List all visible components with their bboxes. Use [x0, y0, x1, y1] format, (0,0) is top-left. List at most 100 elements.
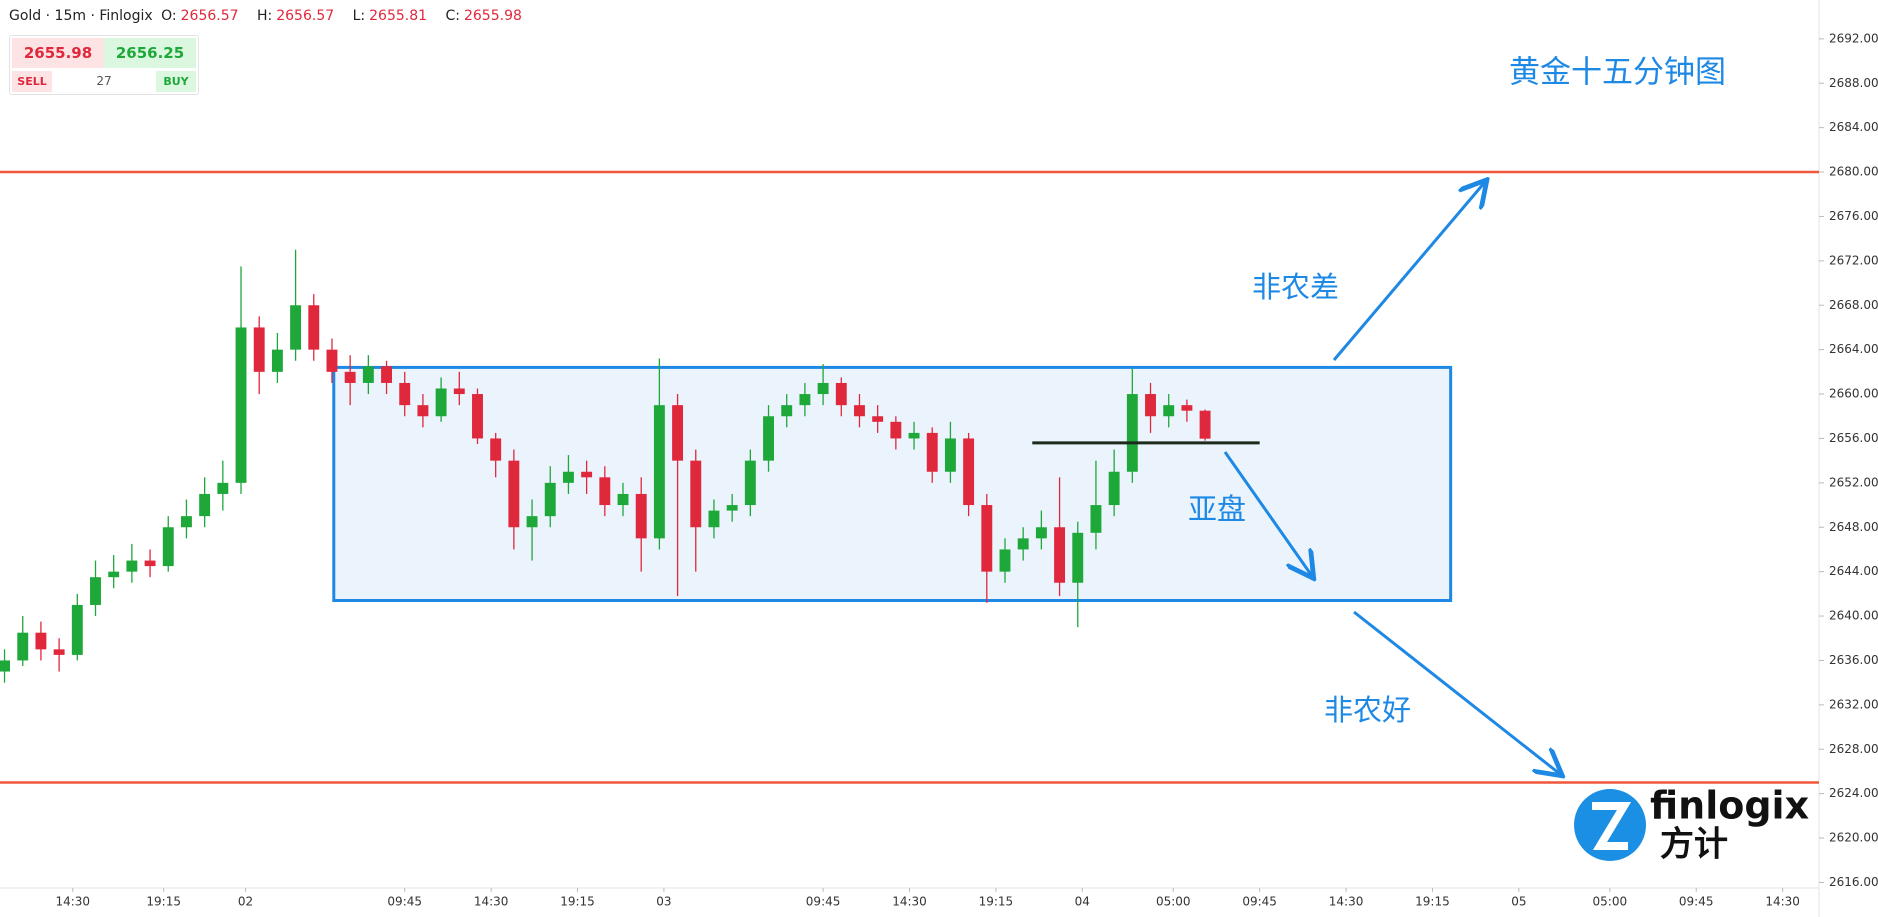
y-tick-label: 2644.00 [1829, 564, 1878, 578]
y-tick-label: 2624.00 [1829, 786, 1878, 800]
y-tick-label: 2620.00 [1829, 831, 1878, 845]
x-tick-label: 14:30 [1765, 895, 1800, 909]
candle-body [53, 649, 65, 655]
candle-body [526, 516, 538, 528]
candle-body [799, 394, 811, 406]
y-tick-label: 2688.00 [1829, 76, 1878, 90]
candle-body [180, 516, 192, 528]
logo-text: finlogix [1650, 784, 1809, 828]
y-tick-label: 2676.00 [1829, 209, 1878, 223]
buy-button[interactable]: BUY [156, 71, 196, 92]
arrow [1353, 610, 1560, 774]
x-tick-label: 04 [1075, 895, 1090, 909]
candle-body [744, 460, 756, 506]
y-tick-label: 2648.00 [1829, 520, 1878, 534]
symbol-header: Gold · 15m · Finlogix O: 2656.57 H: 2656.5… [9, 8, 532, 24]
candle-body [1199, 410, 1211, 439]
candle-body [817, 382, 829, 395]
candle-body [1017, 538, 1029, 550]
symbol: Gold · 15m · Finlogix [9, 8, 153, 24]
y-tick-label: 2616.00 [1829, 875, 1878, 889]
x-tick-label: 03 [656, 895, 671, 909]
ohlc-value: 2655.98 [463, 8, 522, 24]
candle-body [963, 438, 975, 506]
candle-body [472, 394, 483, 439]
candle-body [544, 482, 556, 517]
y-tick-label: 2632.00 [1829, 697, 1878, 711]
candle-body [1126, 394, 1138, 472]
candle-body [453, 388, 465, 395]
buy-price[interactable]: 2656.25 [104, 38, 196, 68]
y-tick-label: 2640.00 [1829, 609, 1878, 623]
arrow [1223, 451, 1312, 576]
candle-body [271, 349, 283, 372]
x-tick-label: 09:45 [387, 895, 422, 909]
candle-body [981, 505, 993, 572]
candle-body [763, 416, 774, 461]
y-tick-label: 2652.00 [1829, 475, 1878, 489]
x-tick-label: 05 [1511, 895, 1526, 909]
x-tick-label: 14:30 [474, 895, 509, 909]
y-tick-label: 2684.00 [1829, 120, 1878, 134]
annotation: 非农好 [1324, 693, 1411, 727]
chart-title: 黄金十五分钟图 [1509, 55, 1726, 91]
candle-body [1035, 527, 1047, 539]
range-box [332, 365, 1453, 603]
candle-body [199, 493, 211, 517]
candle-body [308, 305, 320, 350]
ohlc-value: 2656.57 [180, 8, 239, 24]
arrow [1332, 182, 1485, 361]
y-tick-label: 2656.00 [1829, 431, 1878, 445]
candle-body [1090, 505, 1102, 533]
candle-body [144, 560, 156, 567]
annotation: 亚盘 [1188, 492, 1246, 526]
candle-body [381, 366, 392, 383]
candle-body [344, 371, 356, 383]
candle-body [71, 604, 83, 655]
y-tick-label: 2636.00 [1829, 653, 1878, 667]
spread: 27 [96, 74, 112, 88]
candle-body [999, 549, 1011, 572]
x-tick-label: 02 [238, 895, 253, 909]
candle-body [0, 660, 11, 672]
candle-body [217, 482, 229, 494]
candle-body [326, 349, 338, 372]
candle-body [635, 493, 647, 539]
candle-body [599, 477, 611, 506]
ohlc-value: 2656.57 [276, 8, 335, 24]
candle-body [926, 432, 938, 472]
y-tick-label: 2672.00 [1829, 253, 1878, 267]
candle-body [17, 632, 29, 661]
x-tick-label: 09:45 [1242, 895, 1277, 909]
annotation: 非农差 [1252, 270, 1339, 304]
candle-body [490, 438, 502, 461]
candle-body [162, 527, 174, 567]
y-tick-label: 2628.00 [1829, 742, 1878, 756]
x-tick-label: 05:00 [1156, 895, 1191, 909]
x-tick-label: 14:30 [892, 895, 927, 909]
candle-body [908, 432, 920, 439]
logo: finlogix 方计 [1574, 784, 1809, 865]
ohlc-key: H: [256, 8, 273, 24]
candle-body [126, 560, 138, 572]
candle-body [399, 382, 411, 406]
y-tick-label: 2664.00 [1829, 342, 1878, 356]
ohlc-value: 2655.81 [369, 8, 428, 24]
candle-body [253, 327, 265, 372]
candle-body [90, 577, 101, 605]
sell-button[interactable]: SELL [12, 71, 52, 92]
candle-body [944, 438, 956, 472]
ohlc-key: C: [445, 8, 460, 24]
sell-price[interactable]: 2655.98 [12, 38, 104, 68]
x-tick-label: 19:15 [979, 895, 1014, 909]
candle-body [417, 405, 429, 417]
candle-body [872, 416, 884, 422]
x-tick-label: 19:15 [1415, 895, 1450, 909]
candle-body [726, 505, 738, 511]
candle-body [617, 493, 629, 506]
candle-body [1145, 394, 1156, 417]
candle-body [35, 632, 47, 650]
candle-body [362, 366, 374, 383]
candle-body [1181, 405, 1193, 411]
